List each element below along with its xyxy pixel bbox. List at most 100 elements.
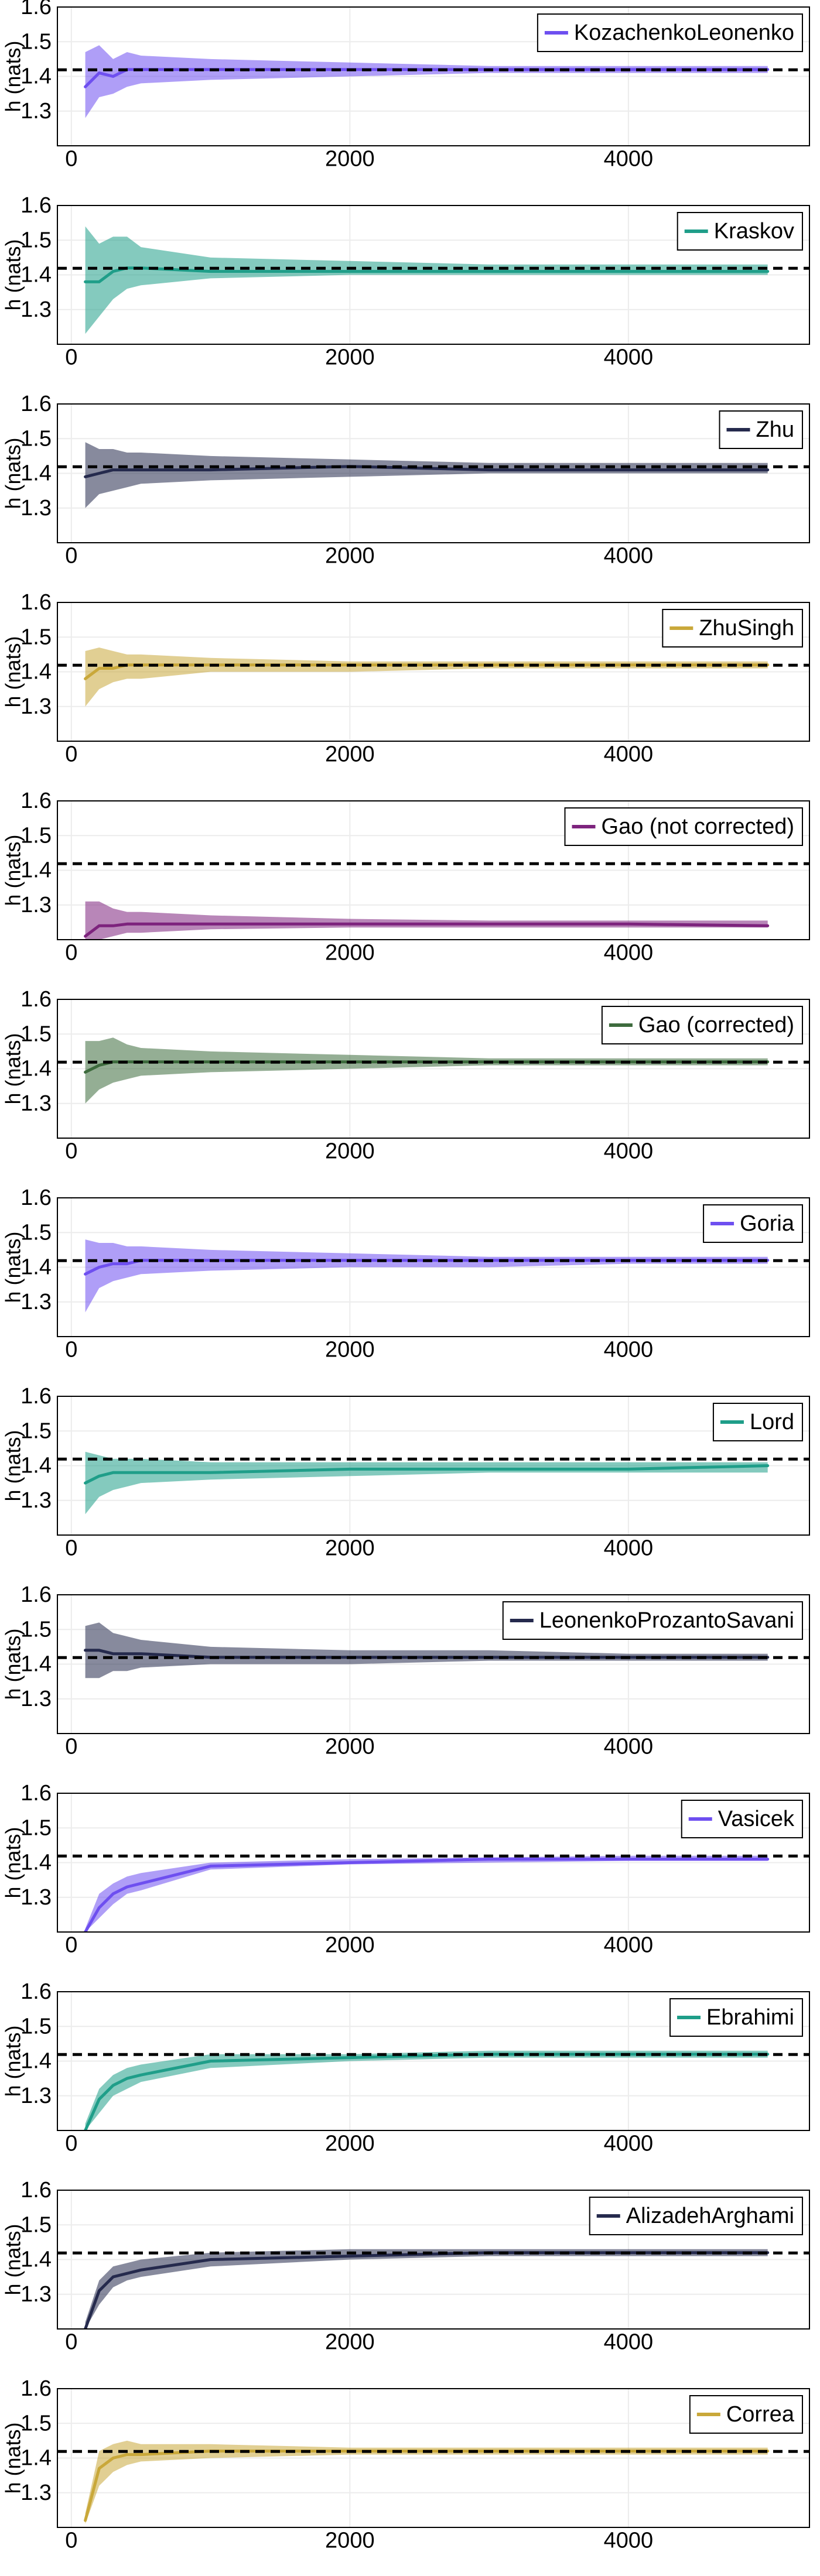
y-axis-label: h (nats) [1,437,25,509]
x-tick-label: 4000 [604,1139,654,1163]
legend-box [703,1204,803,1243]
chart-panel: 1.3 1.4 1.5 1.6 0 2000 4000 h (nats) KozachenkoL… [1,0,810,171]
legend-box [537,13,803,52]
y-tick-label: 1.5 [20,1419,52,1443]
y-tick-label: 1.6 [20,1781,52,1806]
plot-content [57,226,809,334]
chart-panel: 1.3 1.4 1.5 1.6 0 2000 4000 h (nats) Gao (not co… [1,789,810,965]
chart-panel: 1.3 1.4 1.5 1.6 0 2000 4000 h (nats) Lord [1,1384,810,1560]
y-tick-label: 1.6 [20,2376,52,2401]
x-tick-label: 2000 [325,2330,375,2354]
y-tick-label: 1.3 [20,1687,52,1711]
plot-frame [57,1396,810,1536]
x-tick-label: 2000 [325,1139,375,1163]
legend-label: Vasicek [718,1807,795,1831]
legend: KozachenkoLeonenko [537,13,803,52]
y-tick-label: 1.5 [20,29,52,54]
legend-box [502,1601,803,1640]
y-tick-label: 1.4 [20,2248,52,2272]
y-tick-label: 1.6 [20,0,52,19]
legend-label: LeonenkoProzantoSavani [539,1608,794,1633]
plot-content [57,1037,809,1104]
y-axis-label: h (nats) [1,1033,25,1104]
y-tick-label: 1.4 [20,1454,52,1478]
y-tick-label: 1.3 [20,1488,52,1513]
y-tick-label: 1.3 [20,496,52,520]
y-tick-label: 1.5 [20,2411,52,2435]
plot-frame [57,1991,810,2131]
plot-frame [57,205,810,345]
x-tick-label: 4000 [604,2330,654,2354]
mean-line [84,266,770,283]
y-tick-label: 1.4 [20,64,52,89]
x-tick-label: 4000 [604,1734,654,1759]
y-axis-label: h (nats) [1,239,25,310]
x-tick-label: 0 [65,2330,77,2354]
legend: AlizadehArghami [589,2197,803,2235]
y-tick-label: 1.5 [20,2014,52,2039]
x-tick-label: 2000 [325,940,375,965]
y-tick-label: 1.5 [20,1617,52,1642]
y-tick-label: 1.6 [20,1186,52,1210]
x-tick-label: 4000 [604,1337,654,1362]
plot-frame [57,6,810,146]
legend-label: Gao (corrected) [638,1013,794,1037]
y-axis-label: h (nats) [1,636,25,707]
mean-line [84,663,770,680]
y-axis-label: h (nats) [1,834,25,906]
x-tick-label: 0 [65,742,77,766]
mean-line [84,2450,770,2522]
legend-label: Kraskov [714,219,794,244]
x-tick-label: 0 [65,940,77,965]
y-tick-label: 1.4 [20,1851,52,1875]
legend: Gao (not corrected) [564,807,803,846]
chart-panel: 1.3 1.4 1.5 1.6 0 2000 4000 h (nats) Correa [1,2376,810,2553]
legend: Vasicek [681,1800,803,1838]
plot-content [57,442,809,508]
legend: Zhu [719,410,803,449]
x-tick-label: 2000 [325,543,375,568]
y-tick-label: 1.4 [20,263,52,287]
legend-label: AlizadehArghami [626,2204,794,2228]
plot-content [57,862,809,940]
mean-line [84,1464,770,1485]
mean-line [84,1259,770,1276]
legend-box [564,807,803,846]
x-tick-label: 4000 [604,1933,654,1957]
y-tick-label: 1.4 [20,2446,52,2471]
confidence-band [85,1239,768,1313]
y-axis-label: h (nats) [1,1827,25,1898]
mean-line [84,2053,770,2130]
y-tick-label: 1.3 [20,2282,52,2307]
legend-label: Lord [750,1410,794,1434]
legend-box [601,1006,803,1044]
legend-label: KozachenkoLeonenko [574,20,794,45]
y-axis-label: h (nats) [1,2422,25,2493]
legend-label: Goria [740,1211,795,1236]
x-tick-label: 0 [65,345,77,369]
x-tick-label: 0 [65,2131,77,2156]
y-tick-label: 1.3 [20,2084,52,2108]
x-tick-label: 2000 [325,146,375,171]
y-tick-label: 1.6 [20,590,52,615]
y-tick-label: 1.3 [20,1290,52,1314]
plot-frame [57,1594,810,1734]
x-tick-label: 0 [65,1337,77,1362]
y-tick-label: 1.5 [20,625,52,649]
plot-content [57,1239,809,1313]
confidence-band [85,901,768,940]
y-tick-label: 1.6 [20,1384,52,1409]
y-tick-label: 1.6 [20,789,52,813]
y-tick-label: 1.6 [20,193,52,218]
confidence-band [85,648,768,707]
y-tick-label: 1.4 [20,660,52,684]
plot-frame [57,999,810,1139]
legend-label: Correa [726,2402,795,2427]
confidence-band [85,442,768,508]
chart-panel: 1.3 1.4 1.5 1.6 0 2000 4000 h (nats) Gao (correc… [1,987,810,1163]
x-tick-label: 4000 [604,2131,654,2156]
y-axis-label: h (nats) [1,1430,25,1501]
x-tick-label: 2000 [325,345,375,369]
legend-label: Ebrahimi [706,2005,794,2030]
